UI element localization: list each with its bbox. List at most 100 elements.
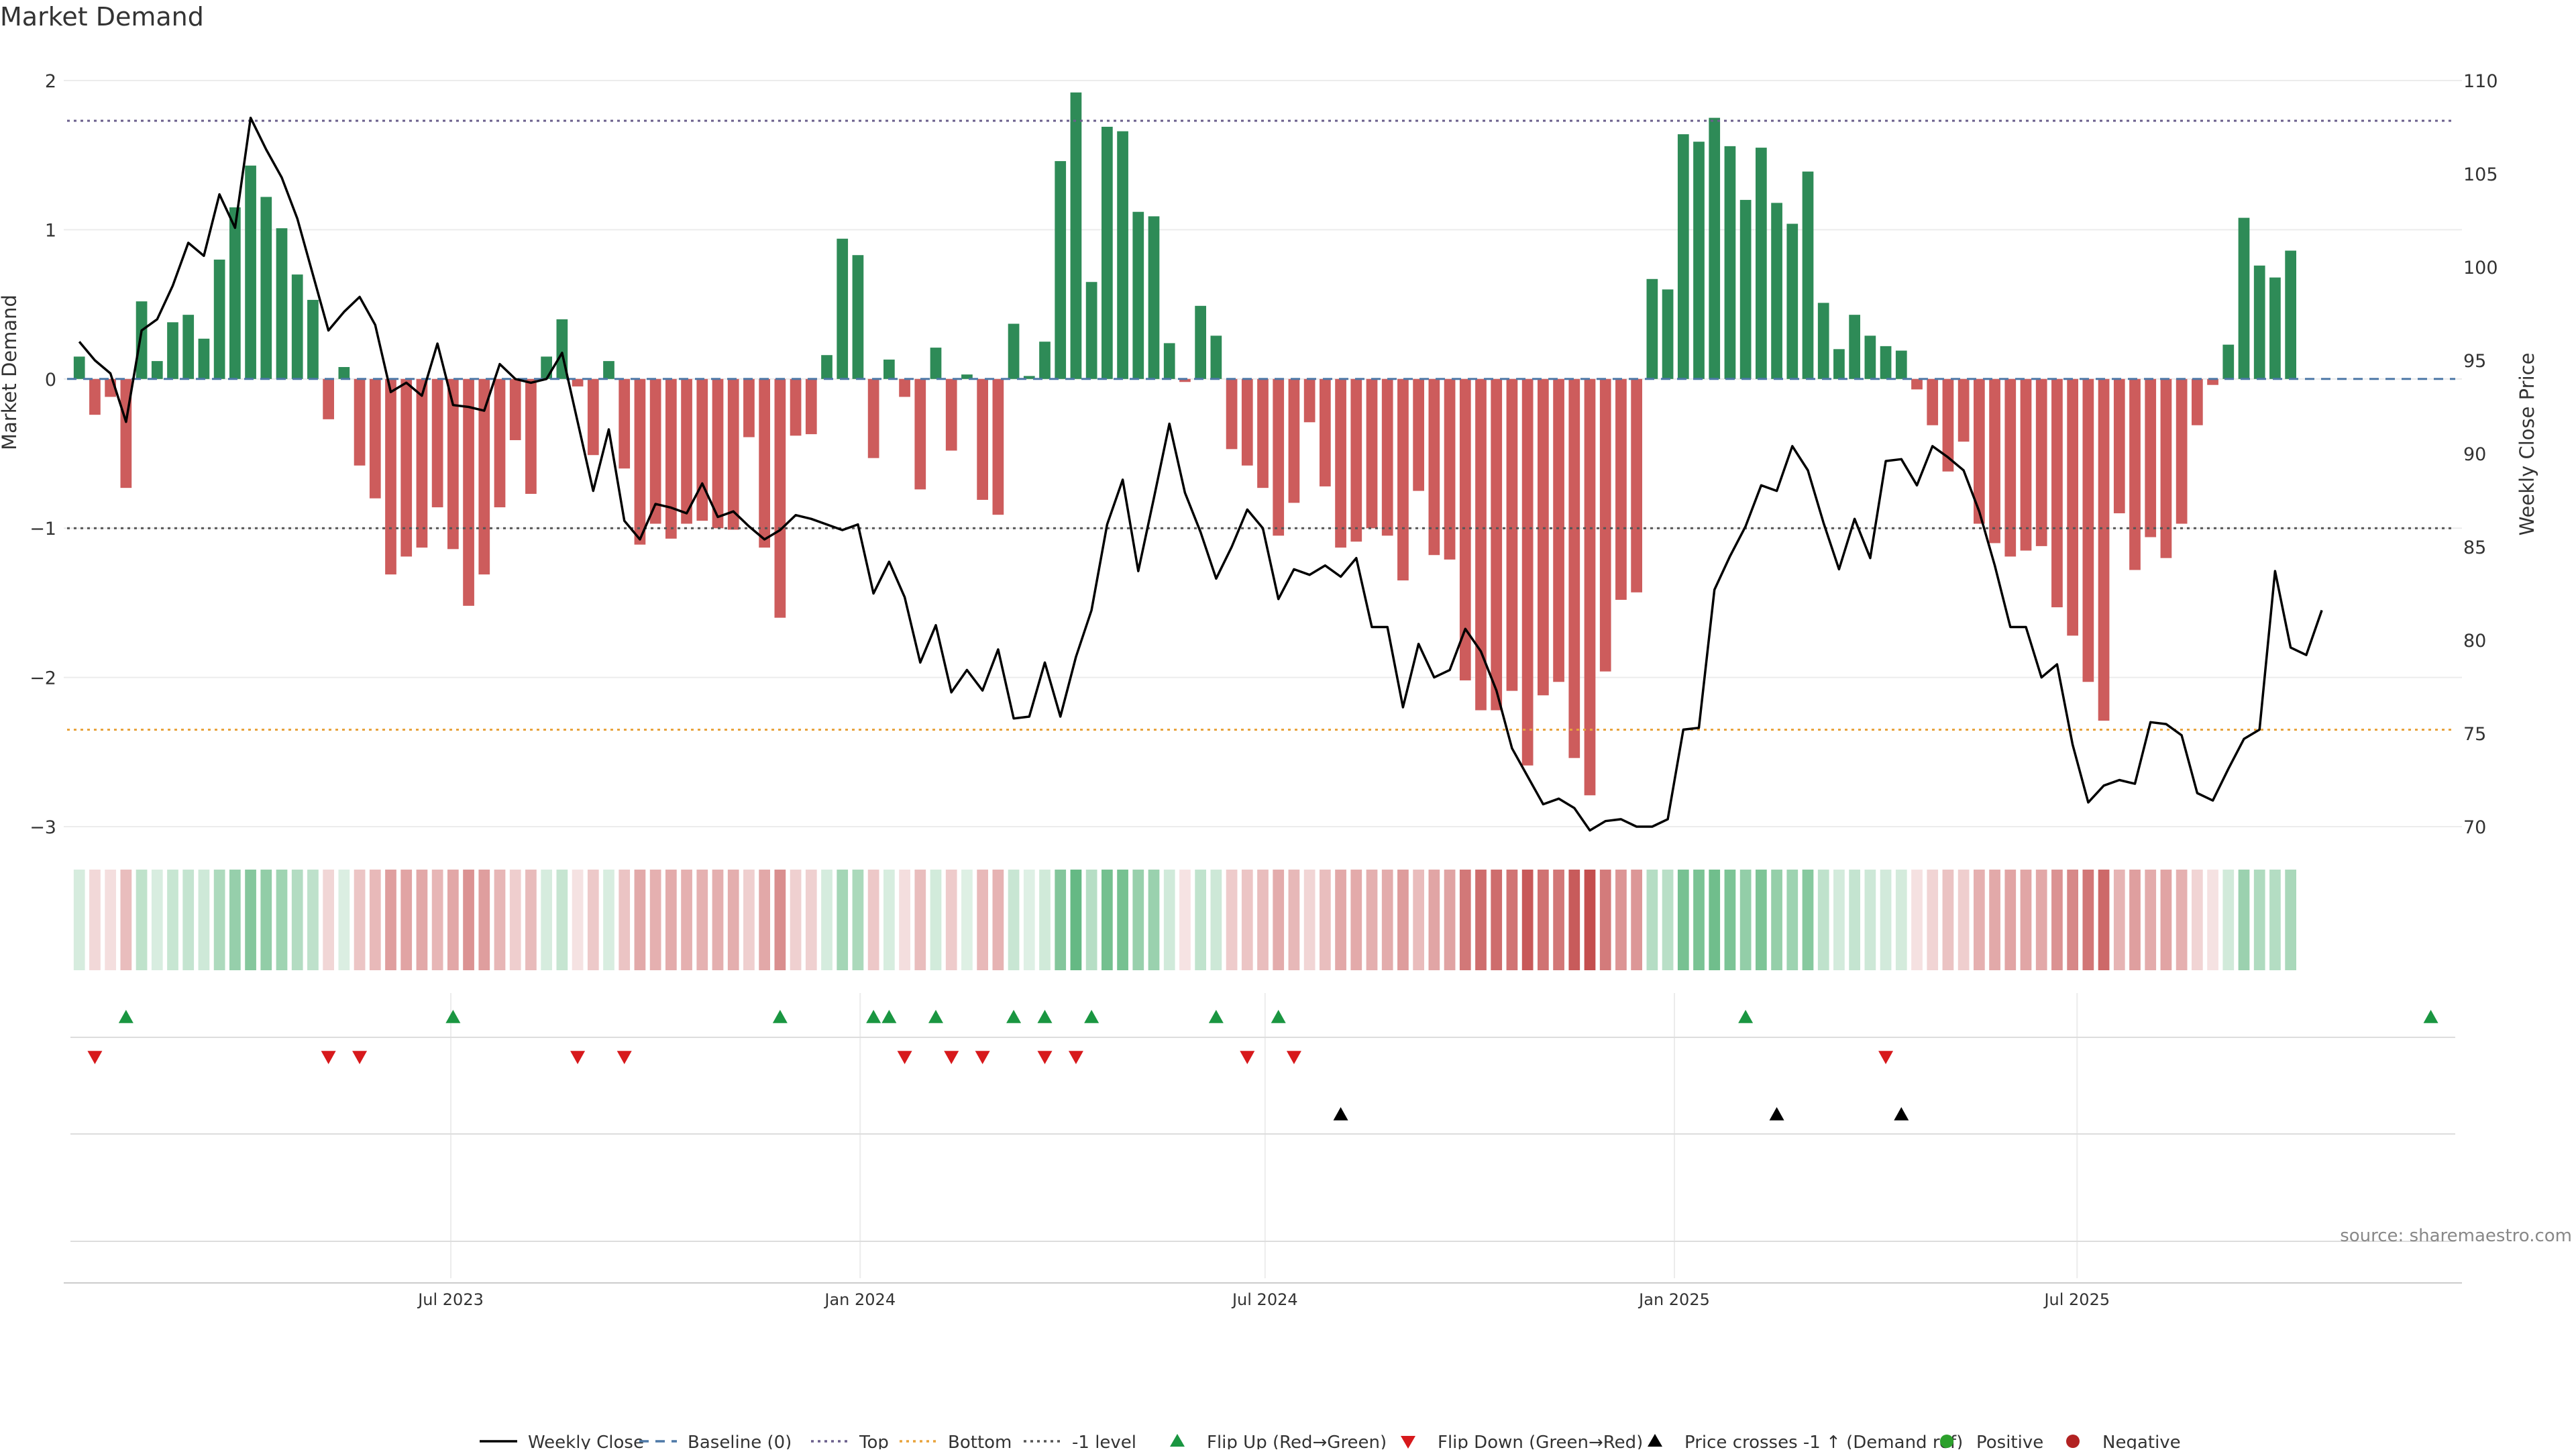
demand-bar xyxy=(1771,203,1782,379)
demand-bar xyxy=(2082,378,2094,682)
heat-cell xyxy=(400,870,413,970)
demand-bar xyxy=(276,228,288,379)
heat-cell xyxy=(572,870,584,970)
heat-cell xyxy=(587,870,599,970)
demand-bar xyxy=(1739,199,1752,379)
x-tick-label: Jul 2025 xyxy=(2043,1290,2110,1309)
demand-bar xyxy=(977,378,988,500)
demand-bar xyxy=(1631,378,1642,592)
heat-cell xyxy=(1646,870,1658,970)
demand-bar xyxy=(945,378,957,451)
demand-bar xyxy=(1506,378,1518,691)
heat-cell xyxy=(541,870,552,970)
heat-cell xyxy=(1786,870,1799,970)
x-tick-label: Jul 2023 xyxy=(417,1290,484,1309)
legend-item-flipup: Flip Up (Red→Green) xyxy=(1170,1433,1387,1452)
demand-bar xyxy=(1974,378,1985,524)
heat-cell xyxy=(1942,870,1954,970)
legend-label: Baseline (0) xyxy=(688,1433,792,1449)
demand-bar xyxy=(525,378,537,495)
demand-bar xyxy=(2160,378,2172,558)
legend-label: Flip Up (Red→Green) xyxy=(1207,1433,1387,1449)
demand-bar xyxy=(1117,131,1128,379)
demand-bar xyxy=(151,361,163,379)
demand-bar xyxy=(2285,250,2296,379)
demand-bar xyxy=(634,378,646,545)
demand-bar xyxy=(1273,378,1285,536)
heat-cell xyxy=(1833,870,1845,970)
demand-bar xyxy=(213,259,225,379)
heat-cell xyxy=(1802,870,1814,970)
event-marker xyxy=(1271,1010,1286,1023)
demand-bar xyxy=(1132,211,1144,379)
demand-bar xyxy=(369,378,381,499)
demand-bar xyxy=(1008,323,1020,379)
demand-bar xyxy=(572,378,584,386)
demand-bar xyxy=(603,361,614,379)
heat-cell xyxy=(1506,870,1518,970)
demand-bar xyxy=(1553,378,1564,682)
heat-cell xyxy=(89,870,101,970)
demand-bar xyxy=(1335,378,1346,548)
demand-bar xyxy=(2035,378,2047,546)
demand-bar xyxy=(681,378,692,524)
heat-cell xyxy=(603,870,614,970)
demand-bar xyxy=(1366,378,1378,529)
demand-bars xyxy=(73,92,2296,796)
heat-cell xyxy=(1724,870,1736,970)
demand-bar xyxy=(1646,278,1658,379)
event-marker xyxy=(87,1051,103,1064)
demand-bar xyxy=(2253,265,2265,379)
demand-bar xyxy=(1880,346,1892,379)
y-tick-label-right: 80 xyxy=(2463,631,2486,652)
heat-cell xyxy=(2222,870,2235,970)
event-marker xyxy=(928,1010,943,1023)
heat-cell xyxy=(525,870,537,970)
heat-cell xyxy=(930,870,942,970)
demand-bar xyxy=(1397,378,1409,581)
legend-item-price: Weekly Close xyxy=(480,1433,644,1452)
heat-cell xyxy=(2051,870,2063,970)
demand-bar xyxy=(1444,378,1456,560)
heat-cell xyxy=(1226,870,1238,970)
legend-label: Positive xyxy=(1976,1433,2043,1449)
demand-bar xyxy=(619,378,631,469)
demand-bar xyxy=(1662,289,1674,379)
legend-label: Flip Down (Green→Red) xyxy=(1438,1433,1643,1449)
heat-cell xyxy=(1521,870,1534,970)
heat-cell xyxy=(805,870,817,970)
event-marker xyxy=(616,1051,632,1064)
legend-item-positive: Positive xyxy=(1940,1433,2043,1452)
heat-cell xyxy=(1864,870,1876,970)
heat-cell xyxy=(291,870,303,970)
demand-bar xyxy=(852,255,864,379)
heat-cell xyxy=(1008,870,1020,970)
heat-cell xyxy=(2004,870,2017,970)
heat-cell xyxy=(369,870,381,970)
demand-bar xyxy=(1195,305,1206,379)
heat-cell xyxy=(229,870,241,970)
heat-cell xyxy=(1055,870,1067,970)
demand-bar xyxy=(89,378,101,415)
heat-cell xyxy=(790,870,802,970)
y-tick-label-right: 75 xyxy=(2463,724,2486,745)
x-tick-label: Jan 2024 xyxy=(823,1290,896,1309)
demand-bar xyxy=(1817,303,1829,379)
demand-bar xyxy=(323,378,334,419)
heat-cell xyxy=(2129,870,2141,970)
heat-cell xyxy=(1444,870,1456,970)
demand-bar xyxy=(229,207,241,379)
y-tick-label-left: −1 xyxy=(30,519,56,539)
heat-cell xyxy=(73,870,85,970)
event-marker xyxy=(1006,1010,1022,1023)
y-tick-label-right: 90 xyxy=(2463,444,2486,465)
demand-bar xyxy=(2222,344,2235,379)
demand-bar xyxy=(837,238,849,379)
heat-cell xyxy=(852,870,864,970)
heat-cell xyxy=(1117,870,1128,970)
event-marker xyxy=(570,1051,586,1064)
legend-label: Bottom xyxy=(948,1433,1012,1449)
event-marker xyxy=(944,1051,959,1064)
heat-cell xyxy=(2160,870,2172,970)
demand-bar xyxy=(1148,216,1160,379)
